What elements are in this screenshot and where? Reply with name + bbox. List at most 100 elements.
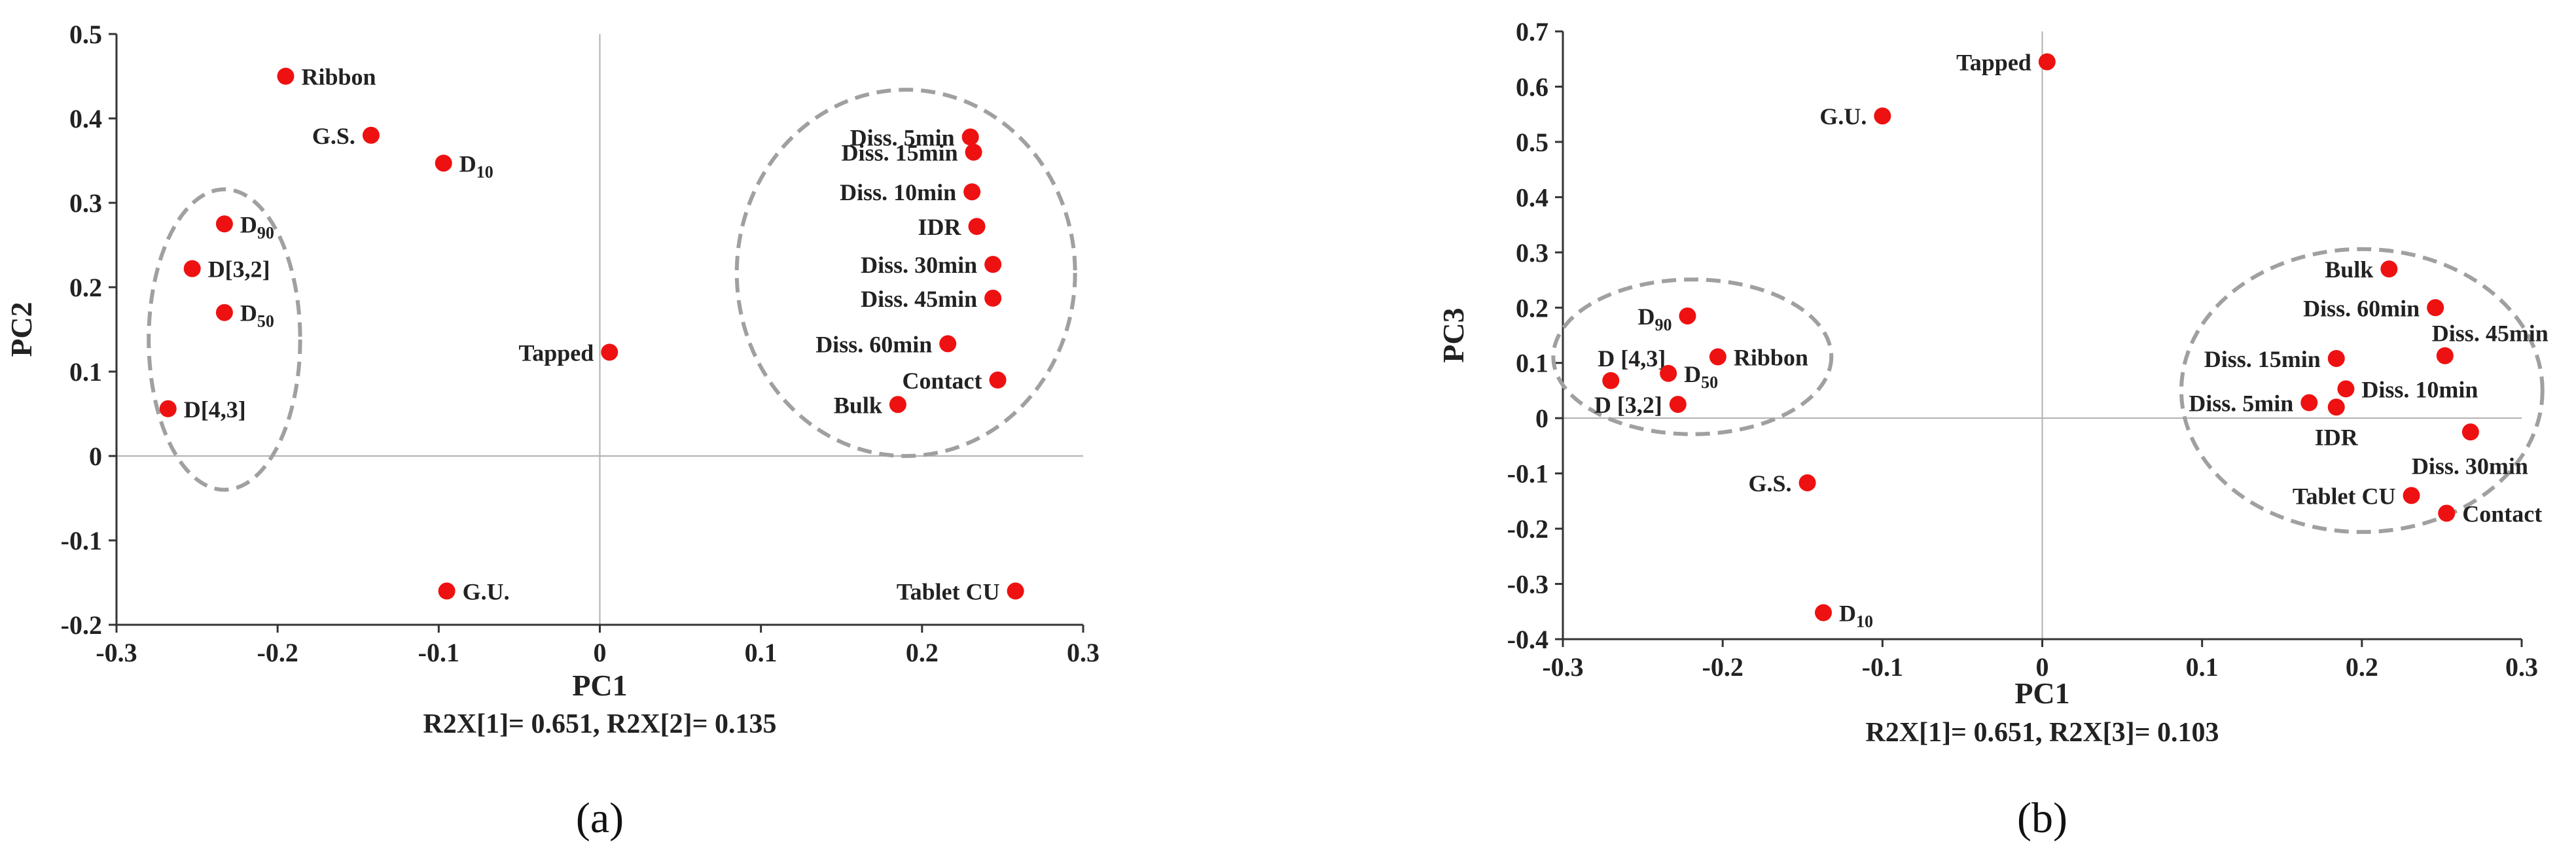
point-label-text: Diss. 30min [2412,453,2528,479]
y-tick-label: 0.6 [1516,72,1548,101]
x-axis-title: PC1 [572,669,627,702]
data-point [2436,347,2454,364]
point-label-text: Bulk [2325,256,2373,283]
point-label-text: D [459,150,476,177]
x-tick-label: 0.3 [1067,638,1100,667]
y-tick-label: 0.4 [69,104,102,133]
point-label: D50 [240,300,274,331]
data-point [984,289,1002,307]
point-label-subscript: 10 [1856,612,1873,631]
point-label-subscript: 50 [257,312,274,331]
x-tick-label: 0 [2036,652,2049,682]
x-tick-label: 0.3 [2505,652,2538,682]
point-label-text: G.S. [1749,470,1792,497]
scatter-panel-b: -0.4-0.3-0.2-0.100.10.20.30.40.50.60.7-0… [1437,17,2549,842]
data-point [2327,349,2345,367]
y-tick-label: 0.2 [1516,293,1548,323]
point-label-text: G.S. [312,123,355,149]
point-label: D10 [459,150,493,181]
data-point [1602,372,1620,389]
point-label: IDR [2315,424,2359,450]
y-tick-label: 0.3 [69,188,102,218]
data-point [961,128,979,146]
point-label: D10 [1839,600,1873,631]
y-tick-label: -0.2 [1507,514,1548,544]
data-point [2427,299,2444,317]
data-point [2327,398,2345,416]
point-label: Diss. 5min [2189,391,2293,417]
data-point [215,215,233,233]
data-point [2038,53,2056,71]
point-label-text: D [3,2] [1594,392,1662,418]
cluster-ellipse [147,187,302,492]
data-point [963,183,981,201]
point-label-text: Diss. 5min [2189,391,2293,417]
data-point [1814,604,1832,622]
data-point [183,260,201,277]
point-label: Contact [903,368,982,394]
data-point [965,143,982,161]
point-label-text: Diss. 45min [2432,321,2549,347]
data-point [968,218,986,236]
variance-caption: R2X[1]= 0.651, R2X[3]= 0.103 [1865,718,2219,748]
y-axis-title: PC2 [5,302,38,357]
data-point [1660,364,1677,382]
point-label-text: Diss. 15min [2204,346,2321,372]
data-point [159,400,177,417]
y-tick-label: 0 [1535,404,1548,433]
y-tick-label: 0 [89,442,102,471]
point-label-text: IDR [2315,424,2359,450]
point-label: Tablet CU [2293,483,2396,509]
point-label: Ribbon [301,64,376,90]
x-tick-label: -0.3 [1542,652,1583,682]
y-tick-label: 0.7 [1516,17,1548,46]
y-tick-label: 0.5 [69,20,102,49]
point-label: D [4,3] [1598,345,1666,372]
data-point [362,126,380,144]
data-point [939,335,957,353]
point-label: Diss. 15min [2204,346,2321,372]
data-point [215,304,233,321]
data-point [889,396,906,413]
point-label-text: D [240,300,257,326]
point-label-text: D[3,2] [208,256,270,283]
y-tick-label: 0.1 [69,357,102,387]
x-tick-label: -0.1 [418,638,459,667]
point-label-text: D [240,211,257,237]
point-label: Diss. 5min [850,124,955,150]
cluster-ellipse [1551,277,1834,436]
point-label-text: Diss. 5min [850,124,955,150]
point-label-text: D [1684,361,1701,387]
point-label-text: D [1637,304,1655,330]
panel-label: (a) [576,794,624,842]
point-label-text: Bulk [834,392,882,418]
scatter-panel-a: -0.2-0.100.10.20.30.40.5-0.3 -0.2 -0.1 0 0.1… [5,20,1100,842]
y-tick-label: -0.1 [61,526,102,555]
point-label: Diss. 10min [840,179,956,205]
data-point [1798,474,1816,491]
data-point [1007,582,1024,600]
data-point [2337,380,2355,398]
data-point [1679,307,1696,324]
point-label: Diss. 10min [2361,376,2478,402]
point-label: D90 [240,211,274,242]
point-label: G.U. [1819,103,1867,130]
point-label: D[3,2] [208,256,270,283]
x-tick-label: 0.2 [2346,652,2378,682]
point-label-text: Diss. 60min [815,331,932,357]
point-label: D [3,2] [1594,392,1662,418]
point-label-text: G.U. [1819,103,1867,130]
point-label-text: Diss. 10min [2361,376,2478,402]
point-label: Diss. 15min [842,140,958,166]
point-label: Tapped [519,340,594,366]
x-tick-label: 0.2 [906,638,939,667]
y-tick-label: -0.1 [1507,459,1548,489]
y-tick-label: 0.2 [69,273,102,302]
data-point [2380,260,2398,278]
variance-caption: R2X[1]= 0.651, R2X[2]= 0.135 [423,709,776,739]
y-axis-title: PC3 [1437,307,1470,362]
data-point [984,256,1002,273]
point-label-text: Tablet CU [2293,483,2396,509]
data-point [435,154,452,172]
data-point [2461,423,2479,441]
